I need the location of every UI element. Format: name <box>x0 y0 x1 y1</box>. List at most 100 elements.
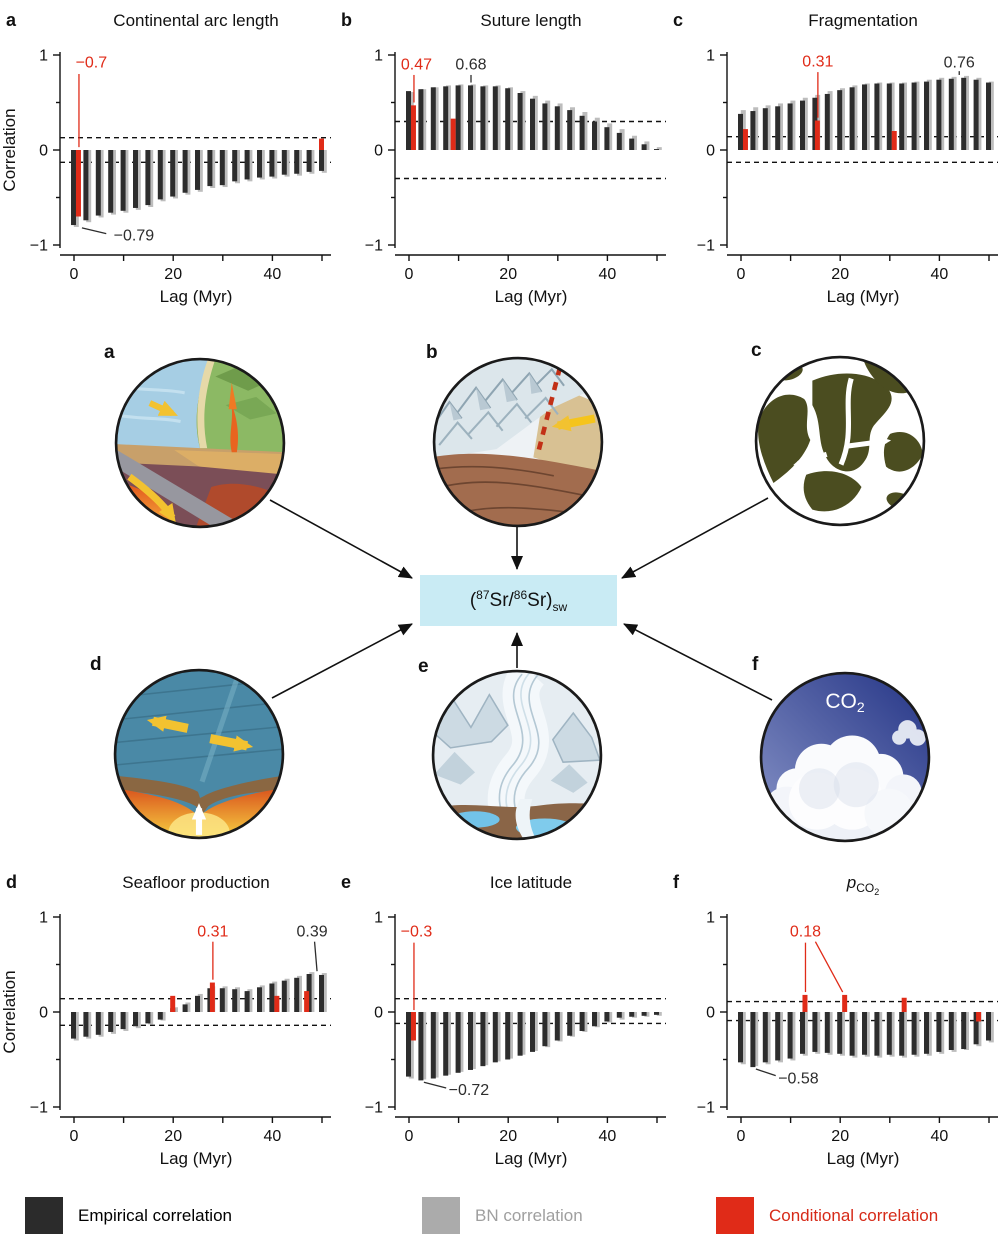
co2-clouds-illustration <box>759 671 931 843</box>
svg-text:−1: −1 <box>697 238 715 255</box>
spreading-arrow-right-icon <box>846 435 892 450</box>
svg-text:0: 0 <box>39 1005 48 1022</box>
chart-ice-latitude: e Ice latitude 1 0 −1 0 20 40 Lag (Myr) −0.3 −0.72 <box>341 872 666 1168</box>
co2-label: CO2 <box>825 690 865 715</box>
svg-text:1: 1 <box>374 910 383 927</box>
svg-text:40: 40 <box>931 266 949 283</box>
svg-text:20: 20 <box>164 1128 182 1145</box>
arrow-a-to-box <box>269 499 413 579</box>
svg-text:d: d <box>6 872 17 892</box>
svg-text:1: 1 <box>39 910 48 927</box>
spreading-arrow-left-icon <box>793 451 828 467</box>
svg-text:40: 40 <box>264 266 282 283</box>
svg-text:0: 0 <box>39 143 48 160</box>
svg-text:−0.3: −0.3 <box>401 923 433 940</box>
svg-text:0: 0 <box>706 1005 715 1022</box>
svg-text:0.47: 0.47 <box>401 57 432 74</box>
svg-text:40: 40 <box>599 1128 617 1145</box>
svg-text:1: 1 <box>706 48 715 65</box>
legend-swatch-2 <box>716 1197 754 1234</box>
legend-swatch-0 <box>25 1197 63 1234</box>
svg-text:Lag (Myr): Lag (Myr) <box>160 1149 233 1168</box>
svg-text:−0.79: −0.79 <box>114 228 155 245</box>
chart-seafloor-production: d Seafloor production Correlation 1 0 −1 0 20 40… <box>0 872 331 1168</box>
svg-text:0: 0 <box>737 266 746 283</box>
legend-item-empirical: Empirical correlation <box>25 1197 232 1234</box>
svg-text:20: 20 <box>831 1128 849 1145</box>
diagram-letter-a: a <box>104 342 115 363</box>
arrow-c-to-box <box>621 497 769 579</box>
svg-text:f: f <box>673 872 680 892</box>
svg-text:1: 1 <box>706 910 715 927</box>
svg-text:0: 0 <box>405 1128 414 1145</box>
svg-text:Correlation: Correlation <box>0 108 19 191</box>
svg-text:Lag (Myr): Lag (Myr) <box>827 1149 900 1168</box>
convergence-arrow-icon <box>551 414 596 432</box>
svg-text:0: 0 <box>70 1128 79 1145</box>
svg-text:Correlation: Correlation <box>0 970 19 1053</box>
legend-label-1: BN correlation <box>475 1205 583 1225</box>
svg-text:0.31: 0.31 <box>197 923 228 940</box>
arrow-f-to-box <box>623 623 773 701</box>
svg-text:20: 20 <box>499 1128 517 1145</box>
diverging-arrow-left-icon <box>146 715 189 733</box>
legend-item-conditional: Conditional correlation <box>716 1197 938 1234</box>
svg-text:40: 40 <box>931 1128 949 1145</box>
circle-c-globe <box>753 354 927 528</box>
diagram-letter-c: c <box>751 340 762 361</box>
seafloor-spreading-illustration <box>113 668 285 840</box>
svg-text:Continental arc length: Continental arc length <box>113 11 278 30</box>
svg-text:Ice latitude: Ice latitude <box>490 873 572 892</box>
circle-e-glacier <box>430 668 604 842</box>
svg-text:e: e <box>341 872 351 892</box>
chart-fragmentation: c Fragmentation 1 0 −1 0 20 40 Lag (Myr) 0.31 0.76 <box>673 10 998 306</box>
diagram-letter-b: b <box>426 342 438 363</box>
legend-item-bn: BN correlation <box>422 1197 583 1234</box>
diagram-letter-d: d <box>90 654 102 675</box>
chart-suture-length: b Suture length 1 0 −1 0 20 40 Lag (Myr) 0.47 0.68 <box>341 10 666 306</box>
sr-ratio-box: (87Sr/86Sr)sw <box>420 575 617 626</box>
rift-line <box>838 377 854 466</box>
subduction-arc-illustration <box>114 357 286 529</box>
svg-text:Lag (Myr): Lag (Myr) <box>160 287 233 306</box>
diagram-letter-e: e <box>418 656 429 677</box>
sr-ratio-formula: (87Sr/86Sr)sw <box>469 587 568 614</box>
svg-text:0.39: 0.39 <box>297 923 328 940</box>
svg-text:40: 40 <box>599 266 617 283</box>
circle-d-seafloor <box>112 667 286 841</box>
svg-text:Lag (Myr): Lag (Myr) <box>827 287 900 306</box>
legend-label-0: Empirical correlation <box>78 1205 232 1225</box>
chart-pco2: f pCO2 1 0 −1 0 20 40 Lag (Myr) 0.18 −0.58 <box>673 872 998 1168</box>
legend-swatch-1 <box>422 1197 460 1234</box>
svg-text:−0.7: −0.7 <box>76 55 108 72</box>
plate-motion-arrow-icon <box>148 400 178 417</box>
svg-text:0: 0 <box>737 1128 746 1145</box>
svg-text:−0.72: −0.72 <box>449 1082 490 1099</box>
svg-text:Lag (Myr): Lag (Myr) <box>495 287 568 306</box>
svg-text:Suture length: Suture length <box>480 11 581 30</box>
svg-text:b: b <box>341 10 352 30</box>
svg-text:−1: −1 <box>365 238 383 255</box>
slab-arrow-icon <box>127 473 176 523</box>
svg-text:0: 0 <box>70 266 79 283</box>
continent-shapes <box>758 359 923 512</box>
legend-label-2: Conditional correlation <box>769 1205 939 1225</box>
svg-text:Lag (Myr): Lag (Myr) <box>495 1149 568 1168</box>
diagram-letter-f: f <box>752 654 759 675</box>
svg-text:0: 0 <box>374 1005 383 1022</box>
svg-text:0: 0 <box>706 143 715 160</box>
circle-f-clouds <box>758 670 932 844</box>
svg-text:40: 40 <box>264 1128 282 1145</box>
svg-text:−1: −1 <box>365 1100 383 1117</box>
svg-text:0: 0 <box>374 143 383 160</box>
svg-text:pCO2: pCO2 <box>846 873 879 897</box>
chart-continental-arc-length: a Continental arc length Correlation 1 0 −1 0 2… <box>0 10 331 306</box>
svg-text:0: 0 <box>405 266 414 283</box>
svg-text:−1: −1 <box>30 1100 48 1117</box>
small-cloud <box>892 720 926 746</box>
svg-text:−0.58: −0.58 <box>778 1071 819 1088</box>
circle-b-suture <box>431 355 605 529</box>
svg-text:1: 1 <box>374 48 383 65</box>
svg-text:c: c <box>673 10 683 30</box>
